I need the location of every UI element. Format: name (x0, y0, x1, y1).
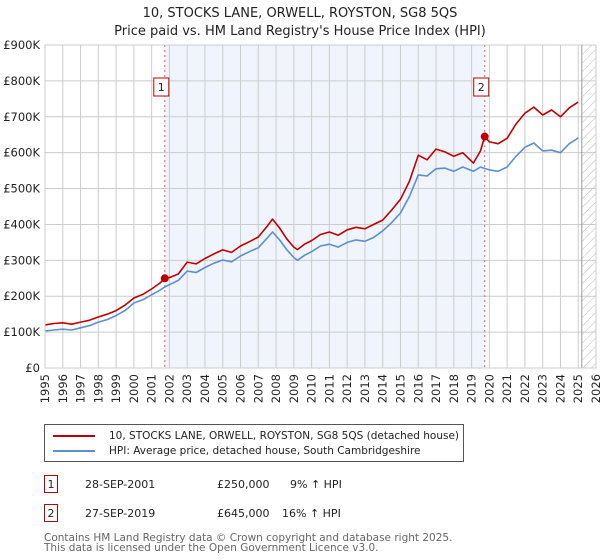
legend-swatch-blue (53, 450, 95, 452)
y-tick-label: £600K (3, 146, 40, 160)
legend-swatch-red (53, 435, 95, 437)
x-tick-label: 2026 (589, 374, 600, 403)
transaction-price: £645,000 (217, 507, 270, 520)
x-tick-label: 2011 (322, 374, 336, 403)
x-tick-label: 2000 (127, 374, 141, 403)
transaction-date: 27-SEP-2019 (85, 507, 156, 520)
price-chart: 1 2 £0 £100K £200K £300K £400K £500K £600K £700K… (3, 38, 600, 403)
x-tick-label: 1999 (109, 374, 123, 403)
y-tick-label: £0 (25, 361, 40, 375)
transaction-date: 28-SEP-2001 (85, 478, 156, 491)
chart-subtitle: Price paid vs. HM Land Registry's House … (114, 24, 486, 39)
transaction-marker-badge: 1 (44, 475, 58, 493)
x-tick-label: 2023 (536, 374, 550, 403)
x-tick-label: 2003 (180, 374, 194, 403)
sale-label-box (473, 77, 490, 97)
y-tick-label: £100K (3, 325, 40, 339)
y-tick-label: £500K (3, 182, 40, 196)
x-tick-label: 2005 (216, 374, 230, 403)
x-tick-label: 1995 (38, 374, 52, 403)
transaction-hpi-change: 16% ↑ HPI (282, 507, 341, 520)
attribution-line-2: This data is licensed under the Open Gov… (44, 542, 379, 554)
legend-label-hpi: HPI: Average price, detached house, Sout… (109, 445, 421, 457)
x-tick-label: 2019 (465, 374, 479, 403)
x-tick-label: 2004 (198, 374, 212, 403)
x-tick-label: 2010 (305, 374, 319, 403)
x-tick-label: 2017 (429, 374, 443, 403)
sale-label-text: 1 (158, 81, 165, 94)
transaction-marker-badge: 2 (44, 504, 58, 522)
plot-border (44, 44, 597, 369)
y-tick-label: £300K (3, 253, 40, 267)
x-tick-label: 2022 (518, 374, 532, 403)
legend-item-property: 10, STOCKS LANE, ORWELL, ROYSTON, SG8 5Q… (53, 429, 459, 443)
sale-point-marker (480, 132, 489, 141)
attribution-line-1: Contains HM Land Registry data © Crown c… (44, 532, 453, 544)
x-tick-label: 1997 (74, 374, 88, 403)
chart-title: 10, STOCKS LANE, ORWELL, ROYSTON, SG8 5Q… (142, 6, 458, 21)
y-tick-label: £700K (3, 110, 40, 124)
y-tick-label: £200K (3, 289, 40, 303)
sale-label-text: 2 (478, 81, 485, 94)
x-tick-label: 2018 (447, 374, 461, 403)
sale-point-marker (160, 274, 169, 283)
ownership-period-shading (164, 45, 485, 368)
x-tick-label: 2025 (571, 374, 585, 403)
legend-label-property: 10, STOCKS LANE, ORWELL, ROYSTON, SG8 5Q… (109, 430, 460, 442)
x-tick-label: 1998 (91, 374, 105, 403)
x-tick-label: 1996 (56, 374, 70, 403)
x-tick-label: 2020 (482, 374, 496, 403)
x-tick-label: 2021 (500, 374, 514, 403)
x-tick-label: 2002 (162, 374, 176, 403)
x-tick-label: 2009 (287, 374, 301, 403)
legend-item-hpi: HPI: Average price, detached house, Sout… (53, 444, 421, 458)
x-tick-label: 2015 (393, 374, 407, 403)
sale-label-box (153, 77, 170, 97)
x-tick-label: 2024 (553, 374, 567, 403)
x-tick-label: 2016 (411, 374, 425, 403)
series-line-hpi (44, 137, 579, 332)
y-tick-label: £900K (3, 38, 40, 52)
x-tick-label: 2014 (376, 374, 390, 403)
y-tick-label: £400K (3, 217, 40, 231)
transaction-price: £250,000 (217, 478, 270, 491)
y-tick-label: £800K (3, 74, 40, 88)
x-tick-label: 2013 (358, 374, 372, 403)
attribution-footer: Contains HM Land Registry data © Crown c… (44, 532, 453, 554)
x-tick-label: 2008 (269, 374, 283, 403)
x-tick-label: 2001 (145, 374, 159, 403)
x-tick-label: 2007 (251, 374, 265, 403)
forecast-hatch-region (581, 45, 596, 368)
transaction-hpi-change: 9% ↑ HPI (290, 478, 342, 491)
chart-legend: 10, STOCKS LANE, ORWELL, ROYSTON, SG8 5Q… (44, 424, 464, 462)
x-tick-label: 2006 (234, 374, 248, 403)
x-tick-label: 2012 (340, 374, 354, 403)
